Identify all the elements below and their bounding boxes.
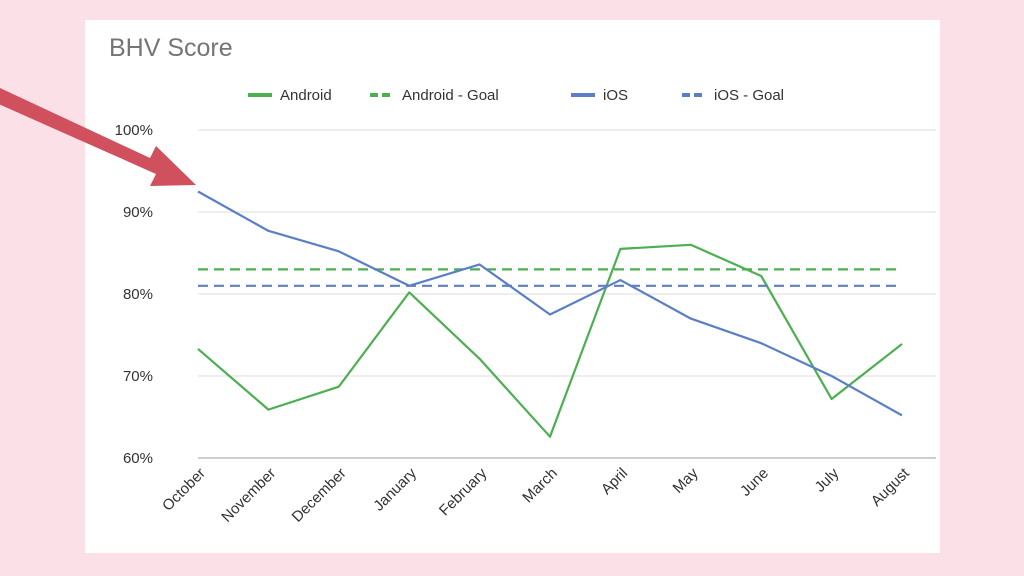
x-tick-label: April [598, 465, 631, 498]
x-tick-label: July [812, 464, 843, 495]
legend-label: Android [280, 87, 332, 104]
x-tick-label: December [289, 465, 350, 526]
y-tick-label: 70% [123, 368, 153, 385]
y-tick-label: 90% [123, 204, 153, 221]
series-line-ios [197, 190, 903, 417]
legend-label: iOS [603, 87, 628, 104]
x-tick-label: March [519, 465, 560, 506]
y-tick-label: 80% [123, 286, 153, 303]
x-tick-label: February [436, 464, 491, 519]
x-tick-label: October [159, 465, 209, 515]
x-tick-label: May [670, 464, 702, 496]
series-line-android [197, 243, 903, 438]
chart-title: BHV Score [109, 34, 233, 62]
x-tick-label: January [370, 464, 420, 514]
x-tick-label: June [737, 465, 772, 500]
legend-label: iOS - Goal [714, 87, 784, 104]
arrow-annotation [0, 88, 196, 186]
y-tick-label: 60% [123, 450, 153, 467]
x-tick-label: November [218, 465, 279, 526]
legend-label: Android - Goal [402, 87, 499, 104]
x-tick-label: August [868, 464, 914, 510]
y-tick-label: 100% [115, 122, 153, 139]
